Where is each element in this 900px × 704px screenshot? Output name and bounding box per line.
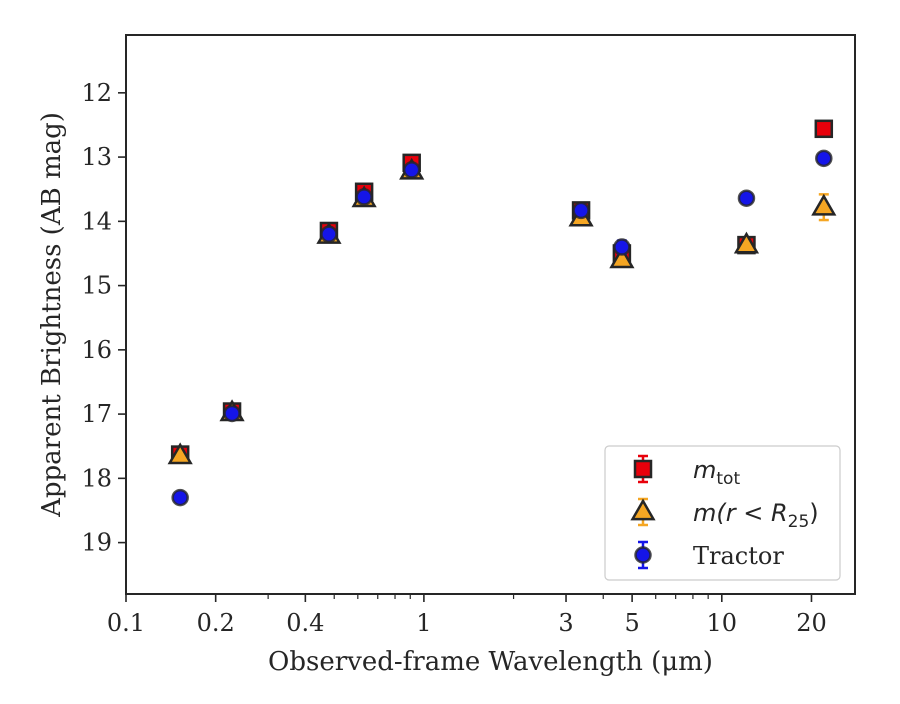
- legend-marker-1: [630, 498, 656, 521]
- y-tick-label: 16: [81, 336, 112, 364]
- legend-box: [604, 445, 841, 581]
- series-0-point: [814, 119, 834, 139]
- series-1-point: [811, 193, 837, 216]
- y-axis-label: Apparent Brightness (AB mag): [37, 112, 67, 518]
- series-2-point: [320, 225, 338, 243]
- x-tick-label: 0.1: [107, 609, 145, 637]
- y-tick-label: 15: [81, 272, 112, 300]
- series-1-point: [609, 246, 635, 269]
- y-tick-label: 13: [81, 143, 112, 171]
- series-1-point: [733, 231, 760, 254]
- series-2-point: [171, 488, 189, 507]
- x-tick-label: 10: [707, 609, 738, 637]
- x-tick-label: 3: [558, 609, 573, 637]
- y-tick-label: 12: [81, 79, 112, 107]
- y-tick-label: 17: [81, 400, 112, 428]
- legend-label-1: m(r < R25): [693, 499, 819, 532]
- x-tick-label: 0.4: [286, 609, 324, 637]
- y-tick-label: 19: [81, 529, 112, 557]
- series-2-point: [572, 201, 590, 220]
- x-axis-label: Observed-frame Wavelength (μm): [268, 647, 713, 677]
- plot-frame: [125, 34, 856, 595]
- series-1-point: [167, 442, 193, 465]
- x-tick-label: 20: [796, 609, 827, 637]
- legend-label-2: Tractor: [693, 542, 784, 570]
- series-2-point: [223, 404, 241, 423]
- series-2-point: [737, 189, 756, 207]
- series-2-point: [402, 161, 421, 179]
- legend-label-0: mtot: [693, 456, 740, 489]
- legend-marker-2: [634, 546, 652, 564]
- x-tick-label: 5: [624, 609, 639, 637]
- series-2-point: [613, 238, 631, 256]
- x-tick-label: 1: [416, 609, 431, 637]
- series-2-point: [355, 188, 373, 206]
- y-tick-label: 18: [81, 464, 112, 492]
- y-tick-label: 14: [81, 207, 112, 235]
- x-tick-label: 0.2: [197, 609, 235, 637]
- series-2-point: [815, 149, 833, 168]
- legend-marker-0: [633, 459, 653, 479]
